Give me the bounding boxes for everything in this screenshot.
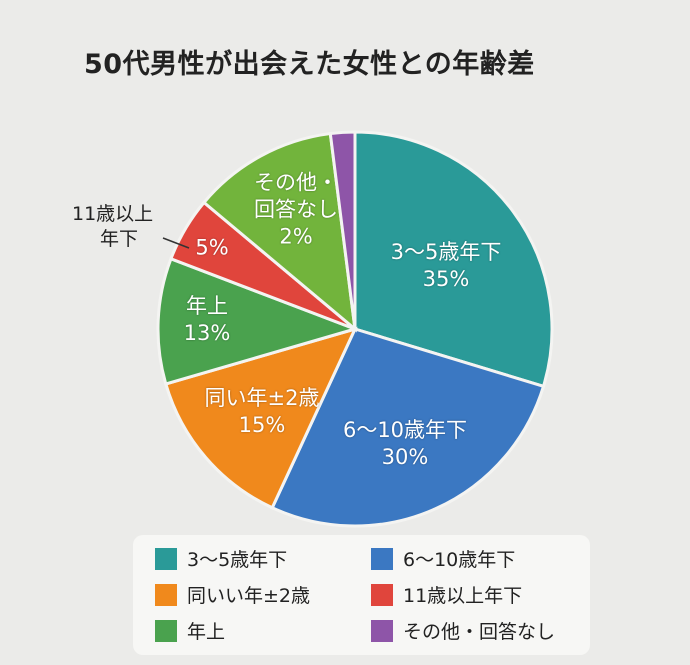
label-11-plus-name: 11歳以上年下: [72, 202, 153, 252]
legend-item: 6〜10歳年下: [371, 545, 515, 572]
swatch-icon: [155, 583, 177, 606]
swatch-icon: [155, 619, 177, 642]
swatch-icon: [371, 583, 393, 606]
label-3-5: 3〜5歳年下 35%: [391, 239, 502, 293]
label-same-age: 同い年±2歳 15%: [205, 385, 320, 439]
legend-item: 年上: [155, 617, 225, 644]
legend-label: 3〜5歳年下: [187, 549, 288, 571]
legend: 3〜5歳年下 6〜10歳年下 同いい年±2歳 11歳以上年下 年上 その他・回答…: [133, 535, 590, 655]
label-other: その他・ 回答なし 2%: [254, 170, 338, 251]
label-older: 年上 13%: [184, 293, 231, 347]
chart-title: 50代男性が出会えた女性との年齢差: [84, 49, 535, 80]
label-3-5-value: 35%: [422, 267, 470, 291]
swatch-icon: [371, 547, 393, 570]
legend-label: 同いい年±2歳: [187, 585, 311, 607]
pie-slice-5: [201, 131, 357, 333]
label-11-plus-value: 5%: [195, 235, 228, 262]
legend-item: 11歳以上年下: [371, 581, 522, 608]
label-6-10-value: 30%: [381, 445, 429, 469]
label-6-10-name: 6〜10歳年下: [342, 418, 468, 442]
legend-item: 3〜5歳年下: [155, 545, 287, 572]
pie-slice-6: [328, 130, 357, 330]
label-11-plus-percent: 5%: [195, 235, 229, 260]
label-11-plus-line2: 年下: [100, 228, 139, 250]
label-older-name: 年上: [186, 294, 228, 318]
label-same-age-value: 15%: [238, 413, 286, 437]
label-other-line2: 回答なし: [254, 197, 338, 222]
swatch-icon: [371, 619, 393, 642]
pie-slice-3: [156, 256, 360, 386]
label-other-line1: その他・: [254, 170, 338, 195]
leader-line-11-plus: [162, 237, 190, 249]
label-other-value: 2%: [279, 224, 313, 249]
swatch-icon: [155, 547, 177, 570]
pie-slice-2: [163, 326, 358, 510]
pie-slice-1: [270, 327, 546, 528]
label-6-10: 6〜10歳年下 30%: [343, 417, 467, 471]
label-same-age-name: 同い年±2歳: [204, 386, 320, 410]
legend-label: 11歳以上年下: [403, 585, 523, 607]
legend-item: 同いい年±2歳: [155, 581, 310, 608]
legend-label: その他・回答なし: [403, 621, 556, 643]
label-11-plus-line1: 11歳以上: [72, 203, 154, 225]
pie-slice-0: [353, 130, 554, 389]
label-older-value: 13%: [183, 321, 231, 345]
legend-item: その他・回答なし: [371, 617, 555, 644]
legend-label: 年上: [187, 621, 226, 643]
label-3-5-name: 3〜5歳年下: [390, 240, 502, 264]
legend-label: 6〜10歳年下: [403, 549, 516, 571]
